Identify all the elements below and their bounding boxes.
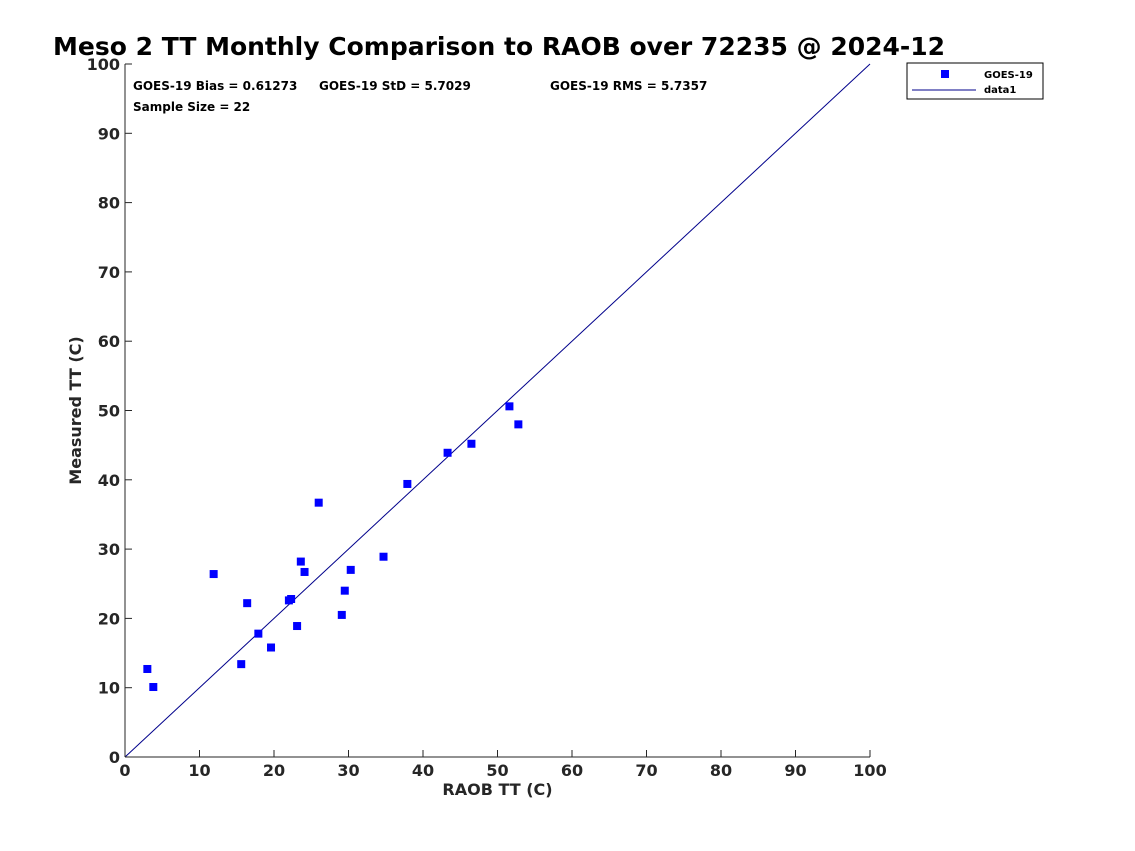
legend-box xyxy=(906,62,1044,100)
y-tick-label: 40 xyxy=(98,471,120,490)
chart-title: Meso 2 TT Monthly Comparison to RAOB ove… xyxy=(53,32,945,61)
y-tick-label: 70 xyxy=(98,263,120,282)
x-axis-label: RAOB TT (C) xyxy=(442,780,552,799)
data-point xyxy=(149,683,158,692)
data-point xyxy=(379,552,388,561)
identity-line-group xyxy=(124,63,871,758)
x-tick-label: 40 xyxy=(412,761,434,780)
y-axis-label: Measured TT (C) xyxy=(66,336,85,484)
stat-sample-size: Sample Size = 22 xyxy=(133,100,250,114)
data-point xyxy=(337,610,346,619)
data-point xyxy=(300,567,309,576)
legend-label-goes19: GOES-19 xyxy=(984,70,1033,81)
data-point xyxy=(505,402,514,411)
x-tick-label: 70 xyxy=(635,761,657,780)
scatter-points xyxy=(143,402,523,692)
data-point xyxy=(209,570,218,579)
x-ticks: 0 10 20 30 40 50 60 70 80 90 100 xyxy=(119,750,887,780)
y-tick-label: 60 xyxy=(98,332,120,351)
x-tick-label: 60 xyxy=(561,761,583,780)
x-tick-label: 90 xyxy=(784,761,806,780)
data-point xyxy=(296,557,305,566)
y-tick-label: 50 xyxy=(98,402,120,421)
data-point xyxy=(287,594,296,603)
data-point xyxy=(403,479,412,488)
stat-bias: GOES-19 Bias = 0.61273 xyxy=(133,79,297,93)
y-tick-label: 80 xyxy=(98,194,120,213)
data-point xyxy=(143,664,152,673)
data-point xyxy=(346,565,355,574)
y-tick-label: 20 xyxy=(98,609,120,628)
data-point xyxy=(267,643,276,652)
stat-rms: GOES-19 RMS = 5.7357 xyxy=(550,79,707,93)
data-point xyxy=(243,599,252,608)
data-point xyxy=(254,629,263,638)
data-point xyxy=(443,448,452,457)
y-tick-label: 0 xyxy=(109,748,120,767)
legend-label-data1: data1 xyxy=(984,85,1016,96)
x-tick-label: 30 xyxy=(337,761,359,780)
data-point xyxy=(467,439,476,448)
y-tick-label: 90 xyxy=(98,124,120,143)
y-tick-label: 10 xyxy=(98,679,120,698)
y-ticks: 0 10 20 30 40 50 60 70 80 90 100 xyxy=(87,55,132,767)
data-point xyxy=(237,660,246,669)
y-tick-label: 100 xyxy=(87,55,120,74)
y-tick-label: 30 xyxy=(98,540,120,559)
x-tick-label: 50 xyxy=(486,761,508,780)
legend-marker-goes19 xyxy=(941,70,949,78)
data-point xyxy=(314,498,323,507)
data-point xyxy=(514,420,523,429)
x-tick-label: 20 xyxy=(263,761,285,780)
stat-std: GOES-19 StD = 5.7029 xyxy=(319,79,471,93)
series-line-data1 xyxy=(124,63,871,758)
x-tick-label: 0 xyxy=(119,761,130,780)
x-tick-label: 100 xyxy=(853,761,886,780)
data-point xyxy=(340,586,349,595)
legend: GOES-19 data1 xyxy=(906,62,1044,100)
data-point xyxy=(293,622,302,631)
x-tick-label: 80 xyxy=(710,761,732,780)
x-tick-label: 10 xyxy=(188,761,210,780)
